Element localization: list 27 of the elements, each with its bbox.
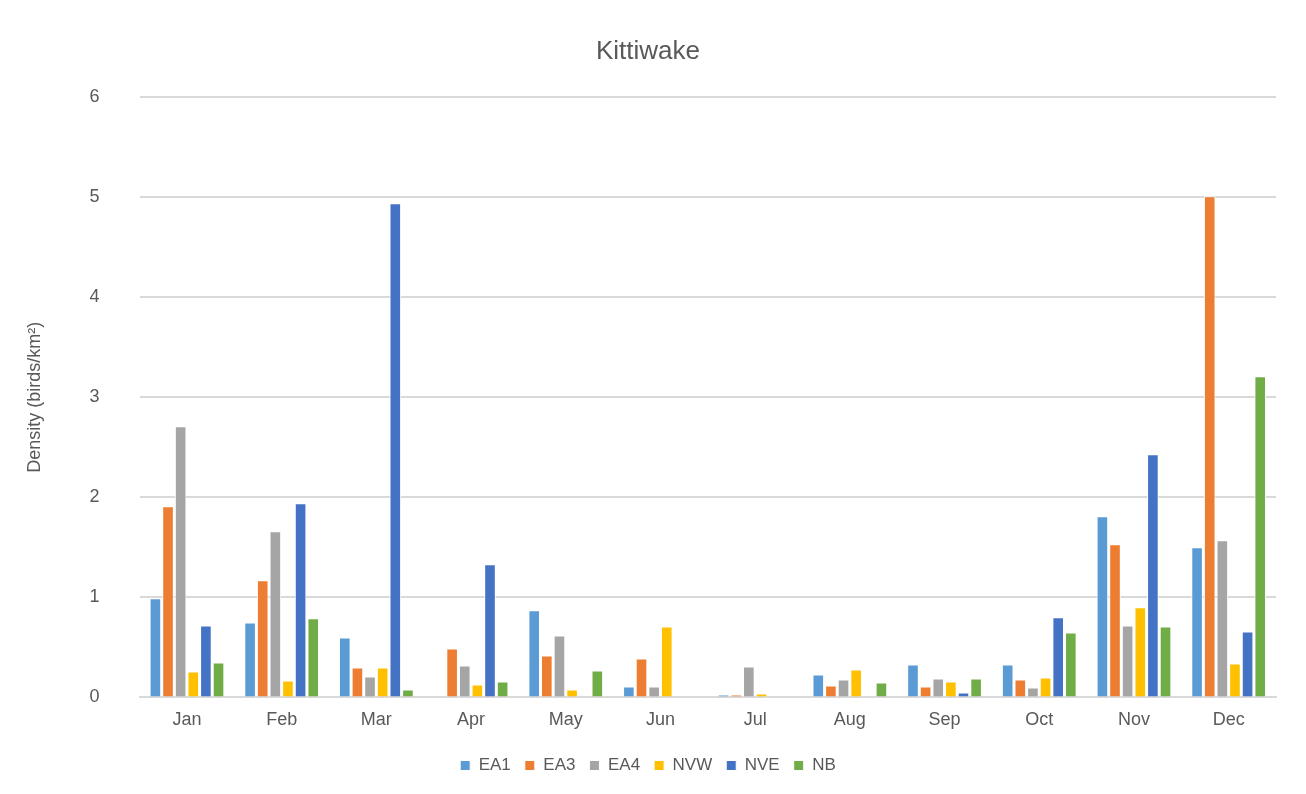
x-tick-label: Dec	[1212, 709, 1245, 730]
x-tick-label: Jun	[645, 709, 675, 730]
x-tick-label: Sep	[928, 709, 961, 730]
legend-label: NB	[812, 755, 836, 775]
y-tick-label: 2	[89, 486, 100, 507]
y-tick-label: 5	[89, 186, 100, 207]
legend-label: NVW	[672, 755, 713, 775]
y-tick-label: 1	[89, 586, 100, 607]
legend-label: EA1	[478, 755, 511, 775]
y-tick-label: 6	[89, 86, 100, 107]
x-tick-label: May	[548, 709, 583, 730]
y-tick-label: 0	[89, 686, 100, 707]
x-tick-label: Mar	[360, 709, 392, 730]
y-tick-label: 3	[89, 386, 100, 407]
x-tick-label: Oct	[1025, 709, 1054, 730]
x-tick-label: Feb	[266, 709, 298, 730]
x-tick-label: Jul	[743, 709, 767, 730]
x-tick-label: Nov	[1117, 709, 1150, 730]
chart-title: Kittiwake	[595, 34, 701, 65]
legend-label: NVE	[744, 755, 780, 775]
x-tick-label: Apr	[457, 709, 486, 730]
legend-label: EA4	[607, 755, 641, 775]
legend-label: EA3	[543, 755, 576, 775]
x-tick-label: Aug	[833, 709, 866, 730]
x-tick-label: Jan	[172, 709, 202, 730]
y-tick-label: 4	[89, 286, 100, 307]
y-axis-title: Density (birds/km²)	[23, 321, 44, 473]
